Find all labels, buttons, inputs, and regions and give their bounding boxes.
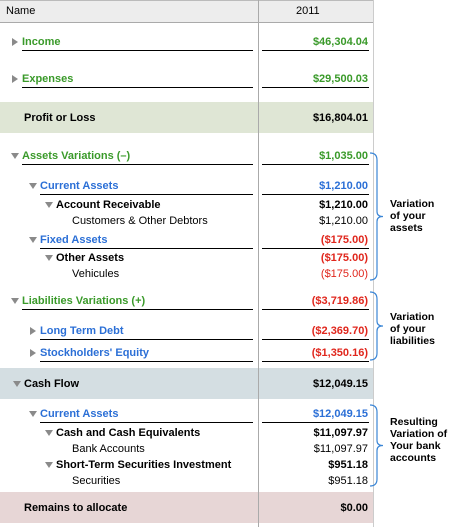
disclosure-triangle: [45, 255, 53, 261]
row-label: Cash Flow: [24, 378, 80, 390]
row-label: Account Receivable: [56, 199, 161, 211]
row-value: $12,049.15: [312, 408, 368, 420]
row-label[interactable]: Current Assets: [40, 408, 119, 420]
disclosure-triangle: [30, 327, 36, 335]
row-value: $1,210.00: [319, 180, 368, 192]
row-value: $1,035.00: [319, 150, 368, 162]
row-value: $0.00: [340, 502, 368, 514]
disclosure-triangle: [13, 381, 21, 387]
row-band: [0, 492, 373, 523]
row-label[interactable]: Assets Variations (–): [22, 150, 131, 162]
disclosure-triangle: [45, 202, 53, 208]
annotation-text: assets: [390, 222, 423, 234]
row-label: Vehicules: [72, 268, 120, 280]
row-value: $951.18: [328, 459, 368, 471]
row-label: Securities: [72, 475, 121, 487]
row-label: Cash and Cash Equivalents: [56, 427, 201, 439]
brace: [369, 152, 384, 281]
disclosure-triangle: [29, 237, 37, 243]
row-value: ($175.00): [320, 268, 368, 280]
disclosure-triangle: [12, 75, 18, 83]
disclosure-triangle: [30, 349, 36, 357]
brace: [369, 404, 384, 487]
disclosure-triangle: [11, 153, 19, 159]
annotation-text: Your bank: [390, 440, 441, 452]
annotation-text: Variation: [390, 198, 435, 210]
disclosure-triangle: [45, 462, 53, 468]
annotation-text: Variation of: [390, 428, 448, 440]
row-label: Short-Term Securities Investment: [56, 459, 232, 471]
disclosure-triangle: [29, 411, 37, 417]
row-value: ($2,369.70): [311, 325, 368, 337]
row-value: ($175.00): [320, 234, 368, 246]
row-value: $46,304.04: [312, 36, 368, 48]
row-value: $12,049.15: [312, 378, 368, 390]
annotation-text: Resulting: [390, 416, 438, 428]
header-year[interactable]: 2011: [296, 5, 320, 17]
row-value: $29,500.03: [312, 73, 368, 85]
annotation-text: Variation: [390, 311, 435, 323]
row-value: ($175.00): [320, 252, 368, 264]
row-label[interactable]: Income: [22, 36, 61, 48]
row-label: Bank Accounts: [72, 443, 145, 455]
row-label[interactable]: Expenses: [22, 73, 74, 85]
disclosure-triangle: [11, 298, 19, 304]
annotation-text: accounts: [390, 452, 437, 464]
row-band: [0, 102, 373, 133]
row-label[interactable]: Long Term Debt: [40, 325, 124, 337]
row-label[interactable]: Stockholders' Equity: [40, 347, 149, 359]
row-value: ($3,719.86): [311, 295, 368, 307]
row-label[interactable]: Fixed Assets: [40, 234, 108, 246]
disclosure-triangle: [45, 430, 53, 436]
row-value: $16,804.01: [312, 112, 368, 124]
header-bg: [0, 0, 373, 22]
annotation-text: of your: [390, 210, 426, 222]
row-value: $1,210.00: [319, 215, 368, 227]
row-value: $11,097.97: [313, 427, 368, 439]
annotation-text: liabilities: [390, 335, 435, 347]
row-band: [0, 368, 373, 399]
disclosure-triangle: [29, 183, 37, 189]
row-label: Other Assets: [56, 252, 125, 264]
row-label[interactable]: Current Assets: [40, 180, 119, 192]
row-value: $951.18: [328, 475, 368, 487]
disclosure-triangle: [12, 38, 18, 46]
annotation-text: of your: [390, 323, 426, 335]
row-label: Remains to allocate: [24, 502, 128, 514]
row-label[interactable]: Liabilities Variations (+): [22, 295, 146, 307]
header-name[interactable]: Name: [6, 5, 36, 17]
row-value: $11,097.97: [313, 443, 368, 455]
row-value: $1,210.00: [319, 199, 368, 211]
row-label: Profit or Loss: [24, 112, 96, 124]
brace: [369, 291, 384, 361]
row-value: ($1,350.16): [311, 347, 368, 359]
row-label: Customers & Other Debtors: [72, 215, 208, 227]
